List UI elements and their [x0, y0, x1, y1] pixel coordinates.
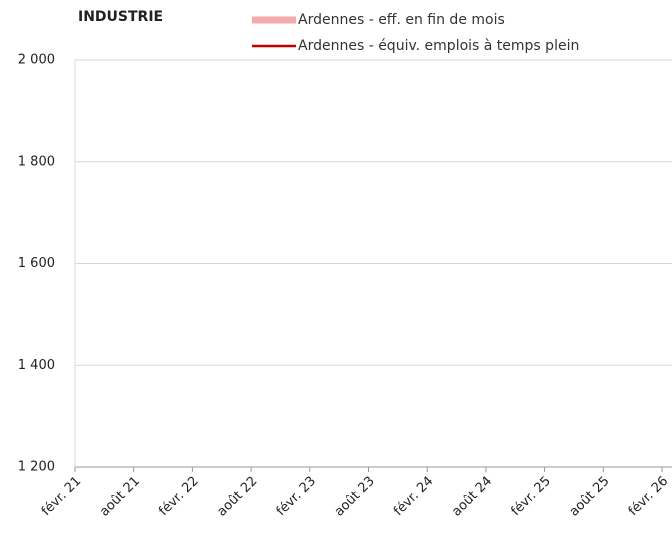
x-tick-label: févr. 22 [156, 474, 201, 519]
x-tick-label: févr. 21 [39, 474, 84, 519]
x-tick-label: févr. 23 [274, 474, 319, 519]
x-tick-label: févr. 26 [626, 474, 671, 519]
y-tick-label: 2 000 [18, 53, 55, 68]
y-tick-label: 1 200 [18, 460, 55, 475]
legend-label: Ardennes - équiv. emplois à temps plein [298, 38, 579, 54]
y-tick-label: 1 400 [18, 358, 55, 373]
x-tick-label: févr. 24 [391, 474, 436, 519]
x-tick-label: août 24 [449, 474, 495, 520]
legend-label: Ardennes - eff. en fin de mois [298, 12, 505, 28]
x-tick-label: août 23 [332, 474, 378, 520]
x-tick-label: août 22 [214, 474, 260, 520]
x-tick-label: août 21 [97, 474, 143, 520]
y-tick-label: 1 800 [18, 154, 55, 169]
chart-title: INDUSTRIE [78, 9, 163, 25]
y-tick-label: 1 600 [18, 256, 55, 271]
x-tick-label: févr. 25 [508, 474, 553, 519]
x-tick-label: août 25 [567, 474, 613, 520]
